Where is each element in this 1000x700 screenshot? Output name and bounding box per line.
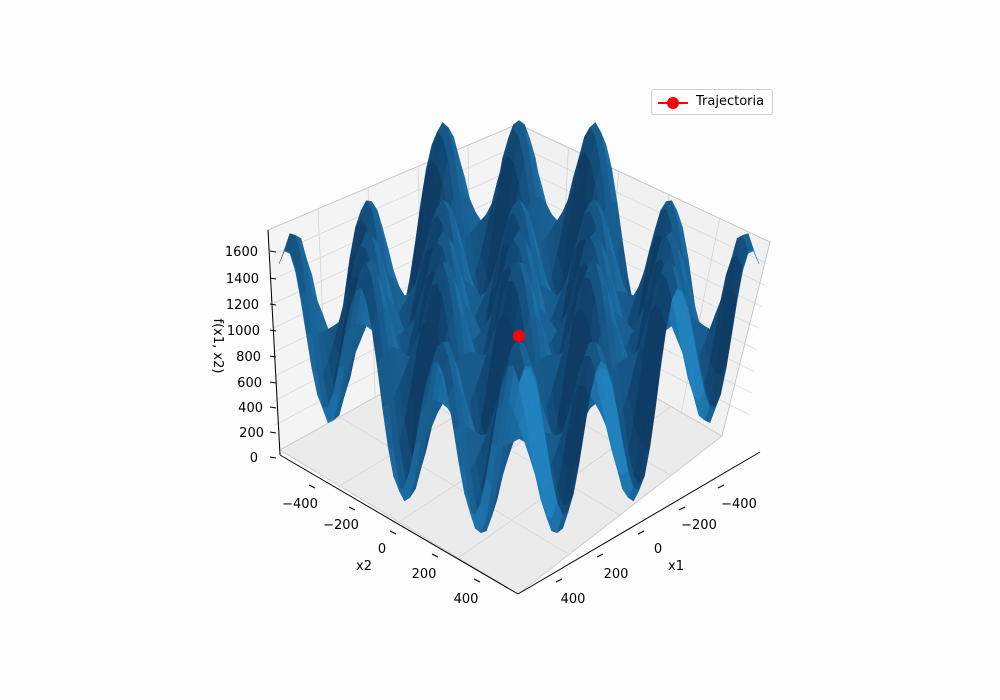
- z-tick-label: 0: [250, 451, 258, 466]
- grid-line: [517, 166, 765, 286]
- tick-mark: [637, 530, 645, 535]
- tick-mark: [389, 530, 397, 535]
- x1-axis-label: x1: [668, 559, 684, 574]
- tick-mark: [269, 355, 277, 358]
- z-tick-label: 1600: [225, 245, 258, 260]
- surface-mesh: [278, 119, 760, 534]
- z-tick-label: 1200: [226, 298, 259, 313]
- grid-line: [680, 218, 720, 413]
- tick-mark: [269, 250, 277, 253]
- grid-line: [517, 188, 763, 307]
- tick-mark: [269, 303, 277, 306]
- x2-tick-label: 0: [378, 542, 386, 557]
- grid-line: [517, 435, 723, 595]
- tick-mark: [269, 406, 277, 409]
- z-tick-label: 1400: [226, 272, 259, 287]
- z-tick-label: 200: [239, 426, 264, 441]
- x2-tick-label: 400: [454, 592, 479, 607]
- x2-tick-label: 200: [412, 567, 437, 582]
- z-tick-label: 1000: [227, 324, 260, 339]
- tick-mark: [431, 553, 439, 558]
- legend-label: Trajectoria: [696, 94, 765, 109]
- z-axis-label: f(x1, x2): [210, 319, 225, 374]
- x2-axis-label: x2: [356, 559, 372, 574]
- x2-tick-label: −400: [282, 497, 318, 512]
- grid-line: [273, 166, 519, 280]
- x1-tick-label: −200: [681, 518, 717, 533]
- grid-line: [273, 188, 519, 304]
- x1-axis-line: [517, 451, 761, 595]
- tick-mark: [555, 578, 563, 583]
- z-tick-label: 800: [236, 350, 261, 365]
- tick-mark: [269, 277, 277, 280]
- x1-tick-label: −400: [721, 497, 757, 512]
- z-axis-line: [267, 229, 281, 456]
- tick-marks: [269, 250, 725, 583]
- legend-marker-icon: [667, 97, 679, 109]
- trajectory-point: [513, 330, 525, 342]
- x2-axis-line: [279, 454, 519, 595]
- x1-tick-label: 0: [654, 542, 662, 557]
- tick-mark: [348, 506, 356, 511]
- tick-mark: [269, 456, 277, 459]
- tick-mark: [269, 431, 277, 434]
- tick-mark: [308, 484, 316, 489]
- grid-line: [273, 145, 519, 255]
- grid-line: [517, 145, 768, 264]
- tick-mark: [596, 553, 604, 558]
- x2-tick-label: −200: [323, 518, 359, 533]
- z-tick-label: 400: [238, 401, 263, 416]
- tick-mark: [269, 381, 277, 384]
- x1-tick-label: 200: [604, 567, 629, 582]
- x1-tick-label: 400: [561, 592, 586, 607]
- z-tick-label: 600: [237, 376, 262, 391]
- tick-mark: [717, 484, 725, 489]
- surface-facet: [513, 345, 525, 383]
- legend: Trajectoria: [651, 89, 773, 115]
- tick-mark: [269, 329, 277, 332]
- tick-mark: [473, 578, 481, 583]
- tick-mark: [678, 506, 686, 511]
